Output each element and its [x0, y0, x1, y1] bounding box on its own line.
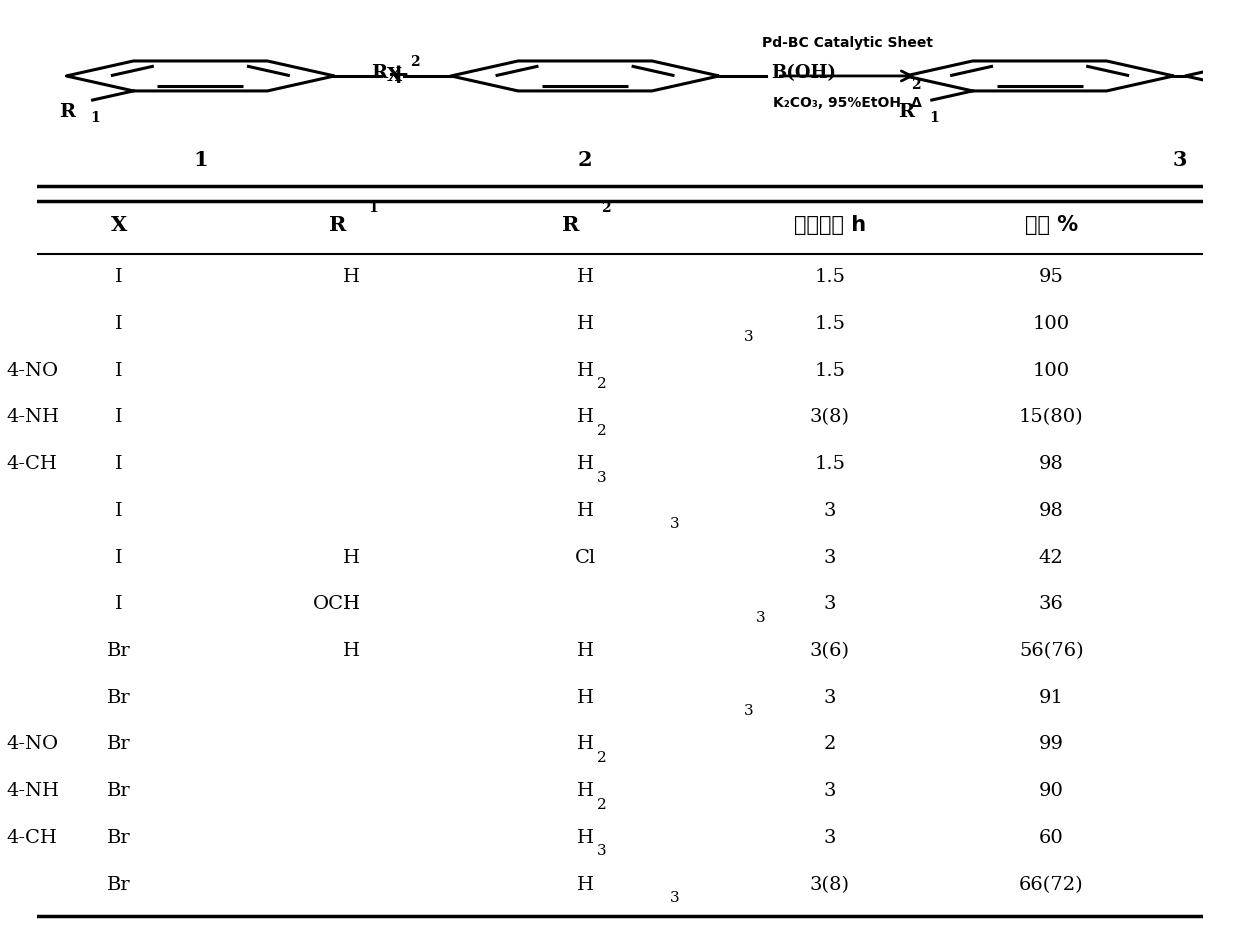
Text: X: X — [387, 67, 402, 85]
Text: 98: 98 — [1039, 502, 1064, 520]
Text: Cl: Cl — [574, 549, 595, 567]
Text: 3: 3 — [670, 891, 680, 905]
Text: Br: Br — [107, 642, 130, 660]
Text: H: H — [577, 502, 594, 520]
Text: I: I — [115, 595, 123, 613]
Text: 1.5: 1.5 — [815, 268, 846, 286]
Text: H: H — [343, 642, 361, 660]
Text: H: H — [577, 362, 594, 380]
Text: Br: Br — [107, 782, 130, 800]
Text: Br: Br — [107, 876, 130, 894]
Text: Br: Br — [107, 829, 130, 847]
Text: R: R — [330, 215, 347, 235]
Text: I: I — [115, 408, 123, 427]
Text: B(OH): B(OH) — [771, 64, 837, 82]
Text: Pd-BC Catalytic Sheet: Pd-BC Catalytic Sheet — [761, 36, 932, 50]
Text: 90: 90 — [1039, 782, 1064, 800]
Text: H: H — [343, 268, 361, 286]
Text: 1.5: 1.5 — [815, 455, 846, 473]
Text: 15(80): 15(80) — [1019, 408, 1084, 427]
Text: 2: 2 — [596, 751, 606, 765]
Text: 反应时间 h: 反应时间 h — [794, 215, 866, 235]
Text: +: + — [387, 62, 410, 89]
Text: 99: 99 — [1039, 735, 1064, 754]
Text: OCH: OCH — [314, 595, 361, 613]
Text: 1.5: 1.5 — [815, 362, 846, 380]
Text: 2: 2 — [596, 798, 606, 812]
Text: R: R — [898, 103, 914, 121]
Text: 1: 1 — [91, 111, 100, 125]
Text: H: H — [577, 876, 594, 894]
Text: 2: 2 — [596, 377, 606, 391]
Text: H: H — [577, 408, 594, 427]
Text: 2: 2 — [596, 424, 606, 438]
Text: R: R — [60, 103, 76, 121]
Text: 4-NO: 4-NO — [6, 735, 60, 754]
Text: 3: 3 — [744, 331, 753, 344]
Text: H: H — [343, 549, 361, 567]
Text: I: I — [115, 549, 123, 567]
Text: 2: 2 — [578, 150, 593, 170]
Text: I: I — [115, 502, 123, 520]
Text: H: H — [577, 735, 594, 754]
Text: I: I — [115, 315, 123, 333]
Text: H: H — [577, 782, 594, 800]
Text: 2: 2 — [601, 201, 611, 215]
Text: 3: 3 — [596, 844, 606, 858]
Text: 1.5: 1.5 — [815, 315, 846, 333]
Text: 1: 1 — [193, 150, 207, 170]
Text: 100: 100 — [1033, 362, 1070, 380]
Text: 91: 91 — [1039, 689, 1064, 707]
Text: 3: 3 — [823, 689, 836, 707]
Text: 100: 100 — [1033, 315, 1070, 333]
Text: 95: 95 — [1039, 268, 1064, 286]
Text: I: I — [115, 268, 123, 286]
Text: R: R — [563, 215, 580, 235]
Text: R: R — [371, 64, 387, 82]
Text: 66(72): 66(72) — [1019, 876, 1084, 894]
Text: 4-CH: 4-CH — [6, 829, 57, 847]
Text: 3: 3 — [596, 471, 606, 485]
Text: 60: 60 — [1039, 829, 1064, 847]
Text: 4-NH: 4-NH — [6, 782, 60, 800]
Text: 2: 2 — [823, 735, 836, 754]
Text: H: H — [343, 595, 361, 613]
Text: 3: 3 — [670, 517, 680, 531]
Text: 得率 %: 得率 % — [1024, 215, 1078, 235]
Text: 3: 3 — [1172, 150, 1187, 170]
Text: X: X — [110, 215, 126, 235]
Text: 3(6): 3(6) — [810, 642, 849, 660]
Text: 2: 2 — [911, 78, 921, 92]
Text: H: H — [577, 642, 594, 660]
Text: 2: 2 — [410, 55, 420, 70]
Text: H: H — [577, 315, 594, 333]
Text: H: H — [577, 268, 594, 286]
Text: 56(76): 56(76) — [1019, 642, 1084, 660]
Text: 3: 3 — [744, 704, 753, 718]
Text: Br: Br — [107, 689, 130, 707]
Text: 3: 3 — [756, 611, 766, 625]
Text: H: H — [577, 689, 594, 707]
Text: 3: 3 — [823, 502, 836, 520]
Text: 4-CH: 4-CH — [6, 455, 57, 473]
Text: 3: 3 — [823, 782, 836, 800]
Text: K₂CO₃, 95%EtOH, Δ: K₂CO₃, 95%EtOH, Δ — [773, 96, 921, 110]
Text: Br: Br — [107, 735, 130, 754]
Text: I: I — [115, 455, 123, 473]
Text: H: H — [577, 455, 594, 473]
Text: 3: 3 — [823, 829, 836, 847]
Text: H: H — [577, 829, 594, 847]
Text: 3(8): 3(8) — [810, 876, 849, 894]
Text: 4-NH: 4-NH — [6, 408, 60, 427]
Text: 42: 42 — [1039, 549, 1064, 567]
Text: 36: 36 — [1039, 595, 1064, 613]
Text: 3(8): 3(8) — [810, 408, 849, 427]
Text: 98: 98 — [1039, 455, 1064, 473]
Text: 1: 1 — [930, 111, 939, 125]
Text: 3: 3 — [823, 549, 836, 567]
Text: 1: 1 — [368, 201, 378, 215]
Text: 4-NO: 4-NO — [6, 362, 60, 380]
Text: I: I — [115, 362, 123, 380]
Text: 3: 3 — [823, 595, 836, 613]
